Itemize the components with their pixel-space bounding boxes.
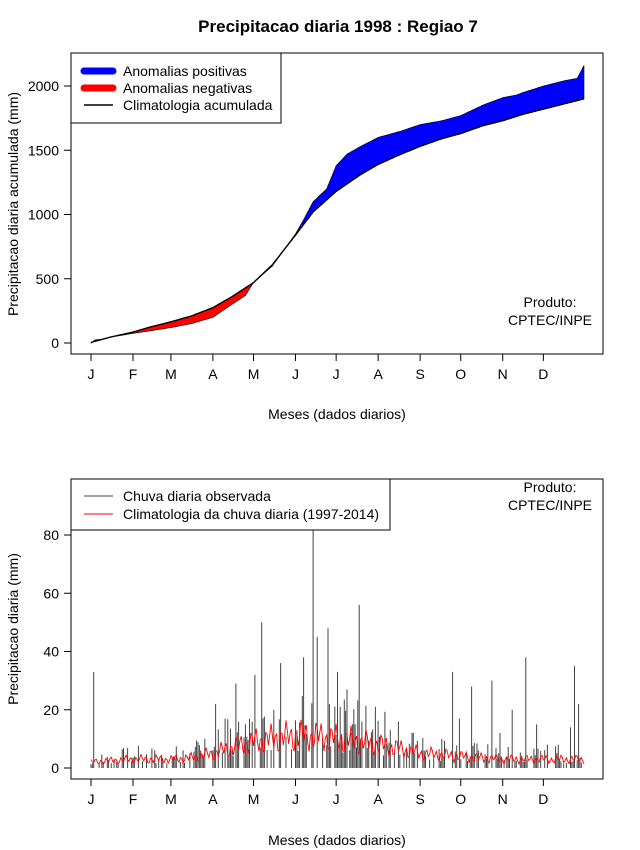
bottom-y-axis: 0 20 40 60 80 bbox=[43, 527, 72, 776]
legend-label-clim-daily: Climatologia da chuva diaria (1997-2014) bbox=[123, 506, 379, 522]
1-x-tick-label: J bbox=[333, 791, 340, 807]
1-y-tick-label: 60 bbox=[43, 585, 59, 601]
bottom-chart: 0 20 40 60 80 J F M A M J J A S O N D Precipitacao diar… bbox=[5, 478, 604, 848]
1-x-tick-label: S bbox=[415, 791, 424, 807]
bottom-y-axis-label: Precipitacao diaria (mm) bbox=[5, 553, 21, 705]
top-legend: Anomalias positivas Anomalias negativas … bbox=[70, 52, 282, 124]
chart-title: Precipitacao diaria 1998 : Regiao 7 bbox=[198, 17, 478, 36]
top-annotation-line2: CPTEC/INPE bbox=[508, 312, 592, 328]
0-x-tick-label: O bbox=[455, 366, 466, 382]
0-x-tick-label: M bbox=[248, 366, 260, 382]
0-y-tick-label: 1000 bbox=[28, 207, 59, 223]
legend-label-observed: Chuva diaria observada bbox=[123, 488, 271, 504]
0-x-tick-label: M bbox=[165, 366, 177, 382]
1-x-tick-label: J bbox=[292, 791, 299, 807]
top-x-axis-label: Meses (dados diarios) bbox=[268, 406, 406, 422]
top-y-axis-label: Precipitacao diaria acumulada (mm) bbox=[5, 92, 21, 316]
top-chart: 0 500 1000 1500 2000 J F M A M J J A S O N D Precipitac… bbox=[5, 52, 604, 422]
0-x-tick-label: F bbox=[129, 366, 138, 382]
0-x-tick-label: A bbox=[373, 366, 383, 382]
0-y-tick-label: 1500 bbox=[28, 142, 59, 158]
1-x-tick-label: M bbox=[165, 791, 177, 807]
bottom-legend-box bbox=[70, 478, 391, 531]
bottom-plot-area bbox=[90, 529, 585, 768]
0-x-tick-label: J bbox=[333, 366, 340, 382]
0-x-tick-label: J bbox=[88, 366, 95, 382]
1-x-tick-label: D bbox=[538, 791, 548, 807]
0-x-tick-label: D bbox=[538, 366, 548, 382]
0-x-tick-label: A bbox=[208, 366, 218, 382]
bottom-annotation-line2: CPTEC/INPE bbox=[508, 497, 592, 513]
bottom-legend: Chuva diaria observada Climatologia da c… bbox=[70, 478, 391, 531]
1-x-tick-label: O bbox=[455, 791, 466, 807]
1-y-tick-label: 20 bbox=[43, 702, 59, 718]
0-x-tick-label: N bbox=[498, 366, 508, 382]
1-x-tick-label: J bbox=[88, 791, 95, 807]
bottom-annotation-line1: Produto: bbox=[524, 479, 577, 495]
legend-label-climatology: Climatologia acumulada bbox=[123, 97, 273, 113]
1-y-tick-label: 0 bbox=[51, 760, 59, 776]
negative-anomaly-area bbox=[111, 282, 254, 338]
1-x-tick-label: A bbox=[373, 791, 383, 807]
0-x-tick-label: J bbox=[292, 366, 299, 382]
1-x-tick-label: F bbox=[129, 791, 138, 807]
climatology-cumulative-line bbox=[90, 98, 585, 344]
top-annotation-line1: Produto: bbox=[524, 294, 577, 310]
1-x-tick-label: A bbox=[208, 791, 218, 807]
positive-anomaly-area bbox=[284, 65, 585, 250]
0-y-tick-label: 0 bbox=[51, 335, 59, 351]
top-y-axis: 0 500 1000 1500 2000 bbox=[28, 78, 72, 351]
legend-label-negative: Anomalias negativas bbox=[123, 80, 252, 96]
0-x-tick-label: S bbox=[415, 366, 424, 382]
1-y-tick-label: 40 bbox=[43, 644, 59, 660]
bottom-x-axis-label: Meses (dados diarios) bbox=[268, 832, 406, 848]
0-y-tick-label: 500 bbox=[36, 271, 60, 287]
top-plot-area bbox=[90, 65, 585, 344]
1-x-tick-label: N bbox=[498, 791, 508, 807]
legend-label-positive: Anomalias positivas bbox=[123, 63, 247, 79]
1-y-tick-label: 80 bbox=[43, 527, 59, 543]
0-y-tick-label: 2000 bbox=[28, 78, 59, 94]
daily-climatology-line bbox=[90, 719, 585, 766]
1-x-tick-label: M bbox=[248, 791, 260, 807]
